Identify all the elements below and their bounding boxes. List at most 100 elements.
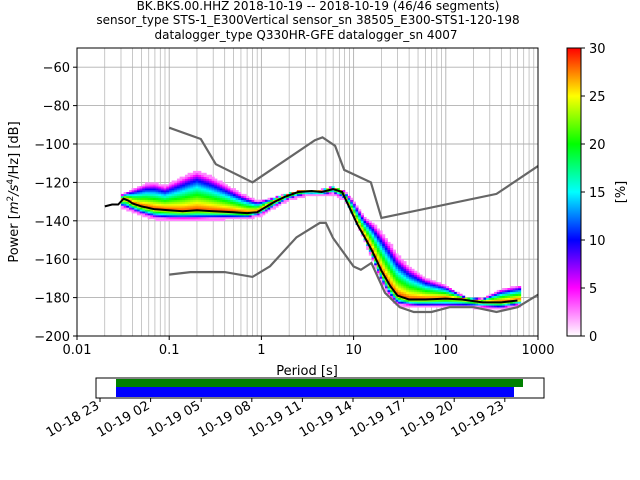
density-cell xyxy=(238,216,242,220)
density-cell xyxy=(192,195,197,199)
density-cell xyxy=(294,197,298,200)
density-cell xyxy=(147,203,151,206)
density-cell xyxy=(398,291,402,295)
density-cell xyxy=(400,301,404,304)
density-cell xyxy=(438,303,442,306)
density-cell xyxy=(131,188,135,191)
density-cell xyxy=(390,295,394,298)
density-cell xyxy=(392,259,396,262)
density-cell xyxy=(395,264,399,268)
plot-frame xyxy=(76,47,539,337)
density-cell xyxy=(254,203,258,206)
density-cell xyxy=(142,215,146,218)
y-tick-label: −180 xyxy=(34,292,70,307)
density-cell xyxy=(150,203,154,206)
density-cell xyxy=(182,213,186,216)
density-cell xyxy=(440,288,444,291)
density-cell xyxy=(331,192,335,195)
density-cell xyxy=(504,289,508,293)
density-cell xyxy=(395,259,399,262)
density-cell xyxy=(142,188,146,191)
density-cell xyxy=(240,209,244,212)
density-cell xyxy=(406,286,410,289)
density-cell xyxy=(435,288,439,291)
density-cell xyxy=(480,305,484,308)
density-cell xyxy=(195,215,199,218)
density-cell xyxy=(195,211,199,214)
density-cell xyxy=(400,274,404,277)
density-cell xyxy=(387,255,391,258)
density-cell xyxy=(416,284,420,287)
density-cell xyxy=(368,226,372,229)
density-cell xyxy=(427,291,431,295)
density-cell xyxy=(275,197,279,200)
density-cell xyxy=(246,209,250,212)
density-cell xyxy=(376,234,380,237)
density-cell xyxy=(499,289,503,293)
density-cell xyxy=(139,197,143,200)
density-cell xyxy=(243,203,247,206)
density-cell xyxy=(211,193,215,197)
density-cell xyxy=(171,199,175,202)
mode-curve xyxy=(104,188,518,304)
density-cell xyxy=(144,193,149,197)
density-cell xyxy=(214,213,218,216)
density-cell xyxy=(131,193,135,197)
density-cell xyxy=(200,216,205,220)
density-cell xyxy=(371,230,375,233)
density-cell xyxy=(515,295,519,298)
density-cell xyxy=(358,222,362,225)
density-cell xyxy=(384,251,388,254)
density-cell xyxy=(216,199,220,202)
density-cell xyxy=(216,195,220,199)
density-cell xyxy=(486,303,490,306)
density-cell xyxy=(416,301,420,304)
density-cell xyxy=(390,291,394,295)
density-cell xyxy=(328,186,332,189)
density-cell xyxy=(222,201,226,204)
density-cell xyxy=(379,247,383,250)
density-cell xyxy=(403,291,407,295)
density-cell xyxy=(134,199,138,202)
density-cell xyxy=(187,197,191,200)
density-cell xyxy=(312,192,316,195)
density-cell xyxy=(144,190,149,193)
density-cell xyxy=(438,305,442,308)
density-cell xyxy=(264,207,268,210)
density-cell xyxy=(446,303,450,306)
density-cell xyxy=(262,205,266,208)
density-cell xyxy=(126,209,130,212)
density-cell xyxy=(344,195,348,199)
density-cell xyxy=(158,216,162,220)
density-cell xyxy=(203,186,207,189)
density-cell xyxy=(171,182,175,185)
density-cell xyxy=(174,188,178,191)
density-cell xyxy=(392,272,396,275)
density-cell xyxy=(235,203,239,206)
density-cell xyxy=(128,197,133,200)
density-cell xyxy=(478,303,482,306)
density-cell xyxy=(406,291,410,295)
density-cell xyxy=(198,205,202,208)
density-cell xyxy=(224,203,228,206)
density-cell xyxy=(158,215,162,218)
density-cell xyxy=(515,297,519,300)
density-cell xyxy=(390,284,394,287)
density-cell xyxy=(398,263,402,266)
density-cell xyxy=(187,216,191,220)
density-cell xyxy=(371,241,375,245)
density-cell xyxy=(176,201,181,204)
density-cell xyxy=(512,295,516,298)
density-cell xyxy=(347,197,351,200)
density-cell xyxy=(414,288,418,291)
density-cell xyxy=(280,199,284,202)
density-cell xyxy=(136,199,141,202)
density-cell xyxy=(227,193,231,197)
density-cell xyxy=(392,280,396,283)
density-cell xyxy=(190,205,194,208)
density-cell xyxy=(486,297,490,300)
chart-title: BK.BKS.00.HHZ 2018-10-19 -- 2018-10-19 (… xyxy=(96,0,519,42)
density-cell xyxy=(198,172,202,176)
density-cell xyxy=(166,190,170,193)
density-cell xyxy=(147,205,151,208)
